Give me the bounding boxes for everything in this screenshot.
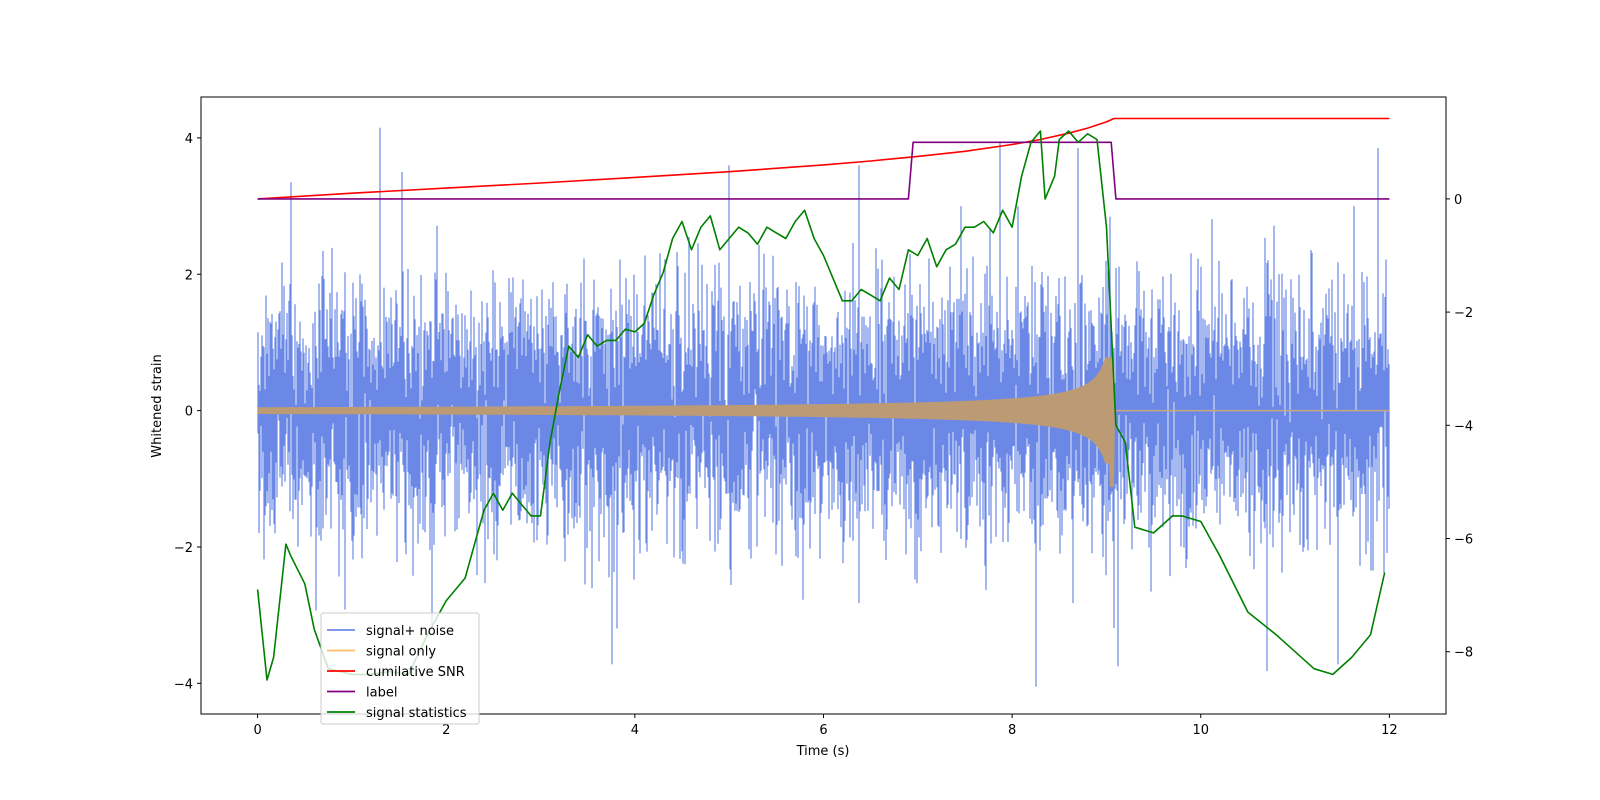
x-tick-label: 10	[1192, 723, 1209, 738]
y-axis-left: −4 −2 0 2 4	[174, 132, 201, 692]
legend-label: label	[366, 686, 397, 701]
x-axis-label: Time (s)	[796, 744, 850, 759]
y-axis-right: −8 −6 −4 −2 0	[1446, 193, 1473, 661]
x-tick-label: 12	[1381, 723, 1398, 738]
y2-tick-label: −2	[1454, 306, 1473, 321]
plot-area	[256, 117, 1390, 687]
series-cumilative-snr	[257, 117, 1390, 200]
y-tick-label: −4	[174, 677, 193, 692]
legend-label: signal only	[366, 645, 436, 660]
y-tick-label: 0	[185, 405, 193, 420]
legend: signal+ noise signal only cumilative SNR la…	[320, 612, 480, 725]
legend-box	[320, 612, 480, 725]
y-tick-label: 2	[185, 268, 193, 283]
y-tick-label: 4	[185, 132, 193, 147]
y-tick-label: −2	[174, 541, 193, 556]
series-signal-statistics	[256, 130, 1386, 681]
x-tick-label: 4	[631, 723, 639, 738]
legend-label: cumilative SNR	[366, 665, 465, 680]
x-tick-label: 2	[442, 723, 450, 738]
series-lines	[256, 117, 1390, 681]
legend-label: signal statistics	[366, 706, 467, 721]
series-signal-only	[258, 357, 1389, 487]
x-tick-label: 6	[819, 723, 827, 738]
legend-label: signal+ noise	[366, 624, 454, 639]
y2-tick-label: −8	[1454, 646, 1473, 661]
x-tick-label: 8	[1008, 723, 1016, 738]
y2-tick-label: −6	[1454, 533, 1473, 548]
y2-tick-label: −4	[1454, 419, 1473, 434]
x-tick-label: 0	[253, 723, 261, 738]
y2-tick-label: 0	[1454, 193, 1462, 208]
series-label	[257, 141, 1390, 200]
y-axis-label: Whitened strain	[150, 354, 165, 457]
signal-only-envelope	[258, 357, 1389, 487]
